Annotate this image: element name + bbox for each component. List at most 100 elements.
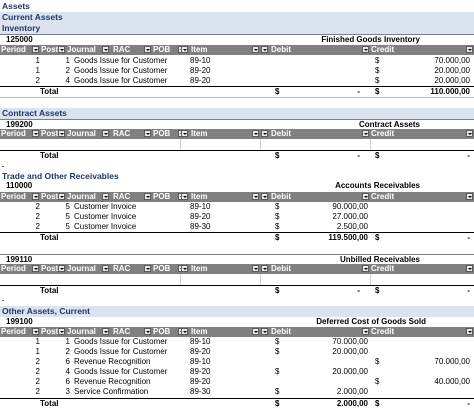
column-header-posting[interactable]: Postir [40, 45, 66, 55]
divider [0, 97, 474, 98]
filter-dropdown-icon[interactable] [144, 265, 151, 272]
filter-dropdown-icon[interactable] [252, 46, 259, 53]
filter-dropdown-icon[interactable] [362, 193, 369, 200]
filter-dropdown-icon[interactable] [58, 46, 65, 53]
column-header-rac[interactable]: RAC [112, 192, 152, 202]
filter-dropdown-icon[interactable] [180, 45, 190, 55]
filter-dropdown-icon[interactable] [32, 46, 39, 53]
table-cell: 20.000,00 [332, 367, 368, 376]
column-header-credit[interactable]: Credit [370, 45, 474, 55]
column-header-debit[interactable]: Debit [260, 45, 370, 55]
column-header-item[interactable]: Item [190, 327, 260, 337]
filter-dropdown-icon[interactable] [58, 328, 65, 335]
column-header-credit[interactable]: Credit [370, 129, 474, 139]
filter-dropdown-icon[interactable] [252, 130, 259, 137]
filter-dropdown-icon[interactable] [180, 264, 190, 274]
filter-dropdown-icon[interactable] [466, 328, 473, 335]
filter-dropdown-icon[interactable] [58, 193, 65, 200]
account-name: Accounts Receivables [335, 181, 420, 190]
filter-dropdown-icon[interactable] [32, 328, 39, 335]
filter-dropdown-icon[interactable] [466, 193, 473, 200]
filter-dropdown-icon[interactable] [362, 130, 369, 137]
column-header-period[interactable]: Period [0, 264, 40, 274]
column-header-rac[interactable]: RAC [112, 45, 152, 55]
column-header-credit[interactable]: Credit [370, 327, 474, 337]
column-header-item[interactable]: Item [190, 129, 260, 139]
filter-dropdown-icon[interactable] [144, 193, 151, 200]
column-header-label: Period [1, 327, 26, 336]
column-header-credit[interactable]: Credit [370, 192, 474, 202]
column-header-debit[interactable]: Debit [260, 264, 370, 274]
table-cell: 1 [35, 66, 40, 75]
column-header-rac[interactable]: RAC [112, 327, 152, 337]
column-header-item[interactable]: Item [190, 192, 260, 202]
column-header-credit[interactable]: Credit [370, 264, 474, 274]
filter-dropdown-icon[interactable] [102, 130, 109, 137]
column-header-period[interactable]: Period [0, 327, 40, 337]
column-header-item[interactable]: Item [190, 45, 260, 55]
filter-dropdown-icon[interactable] [32, 193, 39, 200]
filter-dropdown-icon[interactable] [58, 130, 65, 137]
column-header-label: Journal [67, 192, 96, 201]
column-header-period[interactable]: Period [0, 192, 40, 202]
table-row: 2 5 Customer Invoice 89-20 $ 27.000,00 [0, 212, 474, 222]
filter-dropdown-icon[interactable] [252, 328, 259, 335]
filter-dropdown-icon[interactable] [144, 328, 151, 335]
filter-dropdown-icon[interactable] [261, 193, 268, 200]
filter-dropdown-icon[interactable] [261, 130, 268, 137]
column-header-period[interactable]: Period [0, 45, 40, 55]
table-cell: Revenue Recognition [74, 377, 151, 386]
column-header-rac[interactable]: RAC [112, 264, 152, 274]
filter-dropdown-icon[interactable] [102, 193, 109, 200]
table-cell: 70.000,00 [434, 56, 470, 65]
total-row: Total $ 119.500,00 $ - [0, 232, 474, 243]
filter-dropdown-icon[interactable] [362, 265, 369, 272]
filter-dropdown-icon[interactable] [466, 130, 473, 137]
filter-dropdown-icon[interactable] [180, 327, 190, 337]
filter-dropdown-icon[interactable] [261, 328, 268, 335]
filter-dropdown-icon[interactable] [144, 130, 151, 137]
filter-dropdown-icon[interactable] [261, 46, 268, 53]
table-cell: 20.000,00 [434, 76, 470, 85]
column-header-journal[interactable]: Journal [66, 129, 110, 139]
table-cell: Total [40, 286, 59, 295]
filter-dropdown-icon[interactable] [144, 46, 151, 53]
column-header-debit[interactable]: Debit [260, 327, 370, 337]
filter-dropdown-icon[interactable] [102, 328, 109, 335]
column-header-item[interactable]: Item [190, 264, 260, 274]
filter-dropdown-icon[interactable] [180, 129, 190, 139]
filter-dropdown-icon[interactable] [102, 265, 109, 272]
table-cell: - [357, 151, 360, 160]
filter-dropdown-icon[interactable] [32, 130, 39, 137]
column-header-posting[interactable]: Postir [40, 192, 66, 202]
filter-dropdown-icon[interactable] [102, 46, 109, 53]
filter-dropdown-icon[interactable] [58, 265, 65, 272]
table-cell: 1 [35, 56, 40, 65]
column-header-label: Period [1, 192, 26, 201]
column-header-label: Debit [271, 264, 291, 273]
column-header-journal[interactable]: Journal [66, 327, 110, 337]
column-header-debit[interactable]: Debit [260, 192, 370, 202]
filter-dropdown-icon[interactable] [261, 265, 268, 272]
column-header-rac[interactable]: RAC [112, 129, 152, 139]
column-header-journal[interactable]: Journal [66, 264, 110, 274]
table-cell: Total [40, 399, 59, 408]
filter-dropdown-icon[interactable] [362, 46, 369, 53]
filter-dropdown-icon[interactable] [32, 265, 39, 272]
column-header-posting[interactable]: Postir [40, 129, 66, 139]
filter-dropdown-icon[interactable] [466, 265, 473, 272]
column-divider [260, 139, 261, 150]
filter-dropdown-icon[interactable] [362, 328, 369, 335]
filter-dropdown-icon[interactable] [252, 265, 259, 272]
filter-dropdown-icon[interactable] [252, 193, 259, 200]
column-header-period[interactable]: Period [0, 129, 40, 139]
filter-dropdown-icon[interactable] [180, 192, 190, 202]
column-header-posting[interactable]: Postir [40, 327, 66, 337]
filter-dropdown-icon[interactable] [466, 46, 473, 53]
column-header-debit[interactable]: Debit [260, 129, 370, 139]
column-header-label: Item [191, 45, 208, 54]
column-header-journal[interactable]: Journal [66, 45, 110, 55]
column-header-journal[interactable]: Journal [66, 192, 110, 202]
table-cell: 89-20 [190, 347, 211, 356]
column-header-posting[interactable]: Postir [40, 264, 66, 274]
